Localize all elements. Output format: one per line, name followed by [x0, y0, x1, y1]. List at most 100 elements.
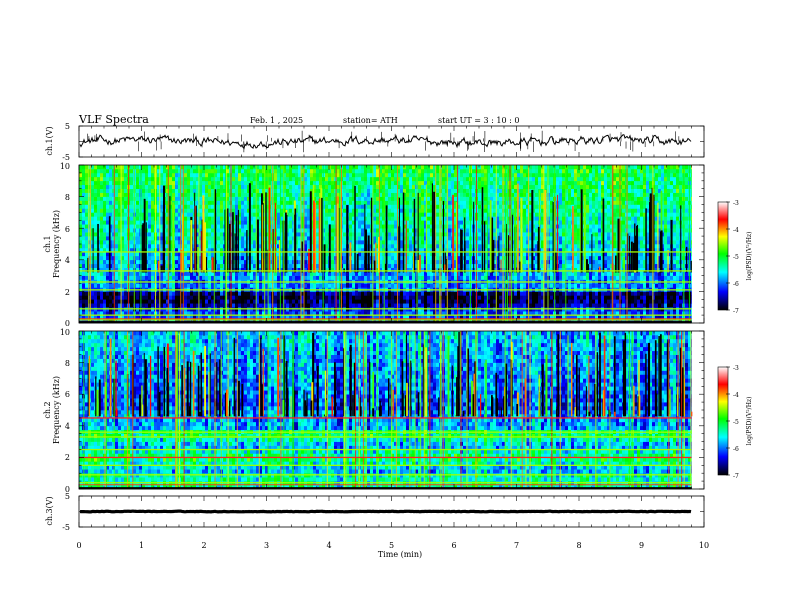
spectrogram-cell [85, 251, 89, 257]
spectrogram-cell [619, 255, 623, 261]
spectrogram-cell [172, 315, 176, 320]
spectrogram-cell [208, 232, 212, 237]
spectrogram-cell [160, 236, 164, 241]
spectrogram-cell [343, 315, 347, 320]
spectrogram-cell [634, 315, 638, 320]
spectrogram-cell [298, 263, 302, 268]
spectrogram-cell [586, 244, 590, 249]
spectrogram-cell [376, 291, 380, 296]
spectrogram-cell [289, 251, 293, 257]
spectrogram-cell [643, 244, 647, 249]
spectrogram-cell [364, 275, 368, 280]
spectrogram-cell [526, 311, 530, 316]
spectrogram-cell [628, 295, 632, 300]
spectrogram-cell [103, 291, 107, 296]
spectrogram-cell [247, 232, 251, 237]
spectrogram-cell [184, 259, 188, 265]
spectrogram-cell [262, 255, 266, 261]
spectrogram-cell [460, 271, 464, 276]
spectrogram-cell [109, 275, 113, 280]
spectrogram-cell [244, 283, 248, 288]
spectrogram-cell [241, 232, 245, 237]
spectrogram-cell [148, 283, 152, 288]
spectrogram-cell [130, 271, 134, 276]
spectrogram-cell [241, 299, 245, 304]
spectrogram-cell [136, 255, 140, 261]
spectrogram-cell [448, 295, 452, 300]
spectrogram-cell [169, 251, 173, 257]
spectrogram-cell [286, 247, 290, 253]
spectrogram-cell [346, 303, 350, 308]
spectrogram-cell [193, 283, 197, 288]
spectrogram-cell [397, 315, 401, 320]
spectrogram-cell [673, 303, 677, 308]
spectrogram-cell [649, 303, 653, 308]
spectrogram-cell [100, 228, 104, 233]
spectrogram-cell [631, 295, 635, 300]
spectrogram-cell [199, 271, 203, 276]
spectrogram-cell [148, 236, 152, 241]
spectrogram-cell [571, 299, 575, 304]
spectrogram-cell [607, 251, 611, 257]
spectrogram-cell [355, 315, 359, 320]
spectrogram-cell [196, 311, 200, 316]
spectrogram-cell [559, 259, 563, 265]
spectrogram-cell [118, 228, 122, 233]
spectrogram-cell [562, 236, 566, 241]
spectrogram-cell [184, 283, 188, 288]
spectrogram-cell [130, 255, 134, 261]
spectrogram-cell [397, 275, 401, 280]
spectrogram-cell [196, 236, 200, 241]
spectrogram-cell [412, 283, 416, 288]
spectrogram-cell [169, 283, 173, 288]
spectrogram-cell [436, 263, 440, 268]
spectrogram-cell [691, 315, 692, 320]
spectrogram-cell [655, 295, 659, 300]
spectrogram-cell [343, 291, 347, 296]
spectrogram-cell [331, 303, 335, 308]
spectrogram-cell [100, 236, 104, 241]
spectrogram-cell [658, 236, 662, 241]
spectrogram-cell [259, 240, 263, 245]
spectrogram-cell [490, 291, 494, 296]
spectrogram-cell [676, 267, 680, 272]
spectrogram-cell [286, 303, 290, 308]
spectrogram-cell [103, 271, 107, 276]
spectrogram-cell [328, 299, 332, 304]
spectrogram-cell [253, 263, 257, 268]
spectrogram-cell [85, 271, 89, 276]
spectrogram-cell [259, 311, 263, 316]
spectrogram-cell [403, 275, 407, 280]
spectrogram-cell [217, 299, 221, 304]
spectrogram-cell [331, 255, 335, 261]
spectrogram-cell [388, 251, 392, 257]
spectrogram-cell [223, 271, 227, 276]
spectrogram-cell [208, 259, 212, 265]
spectrogram-cell [118, 236, 122, 241]
spectrogram-cell [577, 291, 581, 296]
spectrogram-cell [574, 251, 578, 257]
spectrogram-cell [214, 303, 218, 308]
spectrogram-cell [157, 247, 161, 253]
spectrogram-cell [166, 291, 170, 296]
spectrogram-cell [286, 255, 290, 261]
spectrogram-cell [388, 315, 392, 320]
spectrogram-cell [478, 271, 482, 276]
spectrogram-cell [238, 236, 242, 241]
spectrogram-cell [373, 275, 377, 280]
spectrogram-cell [421, 232, 425, 237]
spectrogram-cell [295, 240, 299, 245]
spectrogram-cell [550, 240, 554, 245]
spectrogram-cell [223, 291, 227, 296]
spectrogram-cell [178, 263, 182, 268]
spectrogram-cell [310, 275, 314, 280]
spectrogram-cell [562, 275, 566, 280]
spectrogram-cell [190, 271, 194, 276]
spectrogram-cell [163, 283, 167, 288]
spectrogram-cell [286, 244, 290, 249]
spectrogram-cell [169, 315, 173, 320]
spectrogram-cell [196, 315, 200, 320]
spectrogram-cell [157, 236, 161, 241]
spectrogram-cell [514, 283, 518, 288]
spectrogram-cell [403, 291, 407, 296]
